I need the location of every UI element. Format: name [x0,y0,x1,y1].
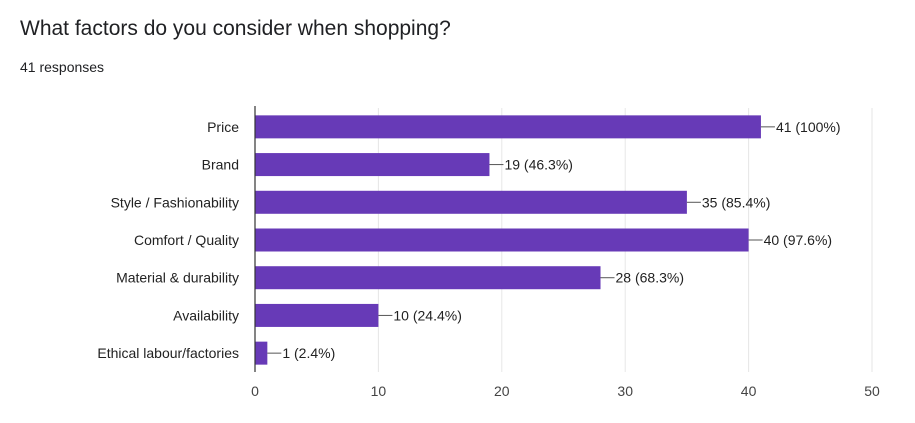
category-label: Style / Fashionability [111,194,239,210]
category-label: Availability [173,307,239,323]
x-tick-label: 50 [864,383,880,399]
data-label: 35 (85.4%) [702,194,770,210]
category-label: Material & durability [116,270,239,286]
bar [255,190,687,214]
x-tick-label: 30 [617,383,633,399]
data-label: 10 (24.4%) [393,307,461,323]
data-label: 40 (97.6%) [764,232,832,248]
data-label: 41 (100%) [776,119,841,135]
category-label: Ethical labour/factories [97,345,239,361]
data-label: 1 (2.4%) [282,345,335,361]
bar [255,341,268,365]
category-label: Price [207,119,239,135]
bar [255,266,601,290]
bar [255,303,379,327]
x-tick-label: 40 [741,383,757,399]
question-title: What factors do you consider when shoppi… [20,17,451,40]
bar [255,153,490,177]
x-tick-label: 10 [371,383,387,399]
response-count: 41 responses [20,59,105,75]
data-label: 28 (68.3%) [616,270,684,286]
bar [255,228,749,252]
category-label: Comfort / Quality [134,232,239,248]
data-label: 19 (46.3%) [504,157,572,173]
x-tick-label: 20 [494,383,510,399]
bar [255,115,761,139]
x-tick-label: 0 [251,383,259,399]
category-label: Brand [202,157,239,173]
